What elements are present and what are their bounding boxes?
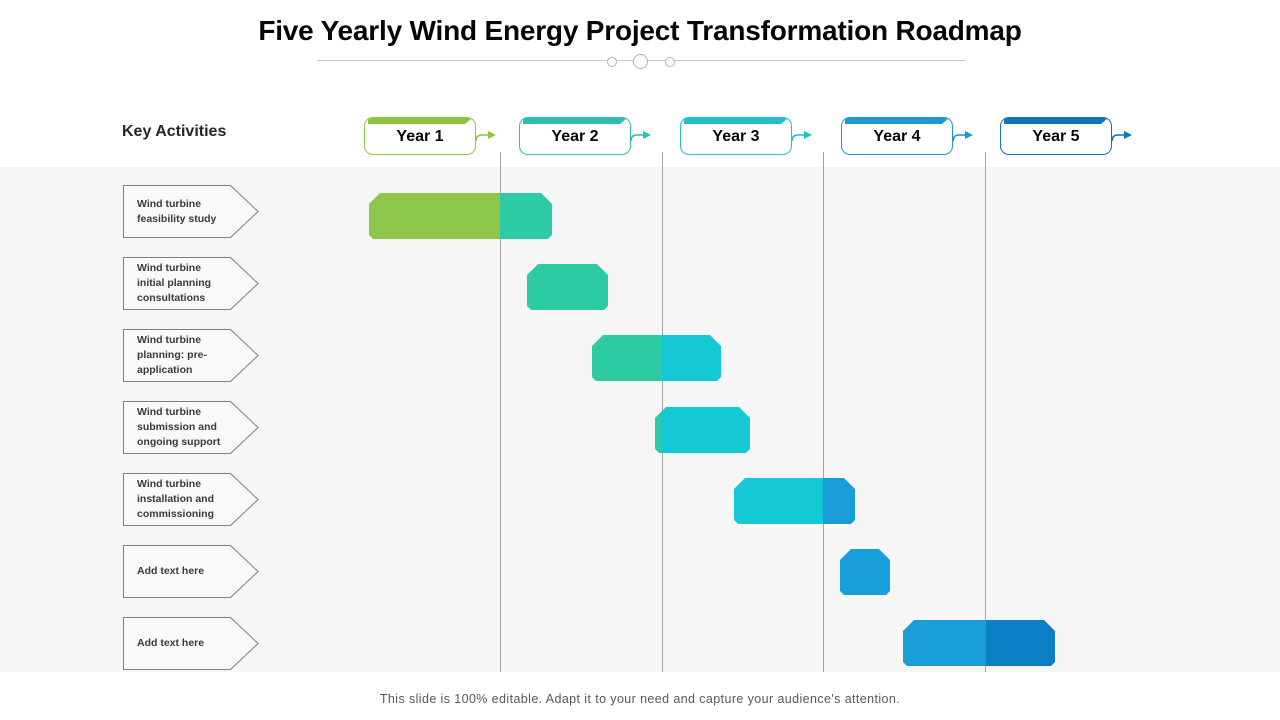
gantt-bar-segment (662, 335, 721, 381)
gantt-bar-segment (592, 335, 662, 381)
gantt-bar-segment (734, 478, 823, 524)
year-header-1: Year 1 (364, 117, 476, 155)
year-label: Year 5 (1032, 128, 1080, 145)
year-gridline (823, 152, 824, 672)
activity-label: Wind turbine installation and commission… (137, 478, 215, 520)
year-arrow-icon (475, 131, 496, 142)
year-accent-bar (368, 118, 472, 124)
activity-chevron: Wind turbine submission and ongoing supp… (123, 401, 259, 454)
year-header-5: Year 5 (1000, 117, 1112, 155)
gantt-bar-segment (500, 193, 552, 239)
year-accent-bar (523, 118, 627, 124)
gantt-bar-segment (527, 264, 608, 310)
chevron-outline-icon (123, 545, 259, 598)
year-accent-bar (684, 118, 788, 124)
year-arrow-icon (630, 131, 651, 142)
gantt-bar (527, 264, 608, 310)
activity-label: Add text here (137, 565, 205, 578)
gantt-bar (369, 193, 552, 239)
activity-label: Add text here (137, 637, 205, 650)
key-activities-heading: Key Activities (122, 123, 227, 140)
year-label: Year 2 (551, 128, 599, 145)
divider-circle-small-left (607, 57, 617, 67)
activity-chevron: Wind turbine feasibility study (123, 185, 259, 238)
activity-chevron: Add text here (123, 617, 259, 670)
gantt-bar (592, 335, 721, 381)
gantt-bar (655, 407, 750, 453)
gantt-bar (840, 549, 890, 595)
activity-chevron: Wind turbine initial planning consultati… (123, 257, 259, 310)
activity-label: Wind turbine initial planning consultati… (137, 262, 212, 304)
gantt-bar-segment (823, 478, 855, 524)
activity-chevron: Wind turbine installation and commission… (123, 473, 259, 526)
year-gridline (985, 152, 986, 672)
gantt-bar-segment (369, 193, 501, 239)
gantt-bar-segment (661, 407, 750, 453)
year-label: Year 3 (712, 128, 760, 145)
activity-chevron: Add text here (123, 545, 259, 598)
year-accent-bar (1004, 118, 1108, 124)
chevron-outline-icon (123, 401, 259, 454)
year-arrow-icon (952, 131, 973, 142)
year-header-2: Year 2 (519, 117, 631, 155)
year-label: Year 4 (873, 128, 921, 145)
activity-label: Wind turbine planning: pre-application (137, 334, 207, 376)
page-title: Five Yearly Wind Energy Project Transfor… (258, 15, 1022, 46)
activity-chevron: Wind turbine planning: pre-application (123, 329, 259, 382)
gantt-bar-segment (840, 549, 890, 595)
chevron-outline-icon (123, 473, 259, 526)
chevron-outline-icon (123, 617, 259, 670)
year-arrow-icon (1111, 131, 1132, 142)
year-header-4: Year 4 (841, 117, 953, 155)
divider-circle-small-right (665, 57, 675, 67)
year-gridline (500, 152, 501, 672)
year-label: Year 1 (396, 128, 444, 145)
footer-caption: This slide is 100% editable. Adapt it to… (379, 692, 901, 706)
chevron-outline-icon (123, 185, 259, 238)
year-arrow-icon (791, 131, 812, 142)
activity-label: Wind turbine submission and ongoing supp… (137, 406, 221, 448)
gantt-bar (903, 620, 1055, 666)
divider-circle-large (633, 54, 648, 69)
year-accent-bar (845, 118, 949, 124)
activity-label: Wind turbine feasibility study (137, 197, 217, 225)
gantt-bar-segment (903, 620, 986, 666)
gantt-bar-segment (986, 620, 1055, 666)
gantt-bar (734, 478, 855, 524)
chevron-outline-icon (123, 329, 259, 382)
year-header-3: Year 3 (680, 117, 792, 155)
chevron-outline-icon (123, 257, 259, 310)
gantt-bar-segment (655, 407, 662, 453)
